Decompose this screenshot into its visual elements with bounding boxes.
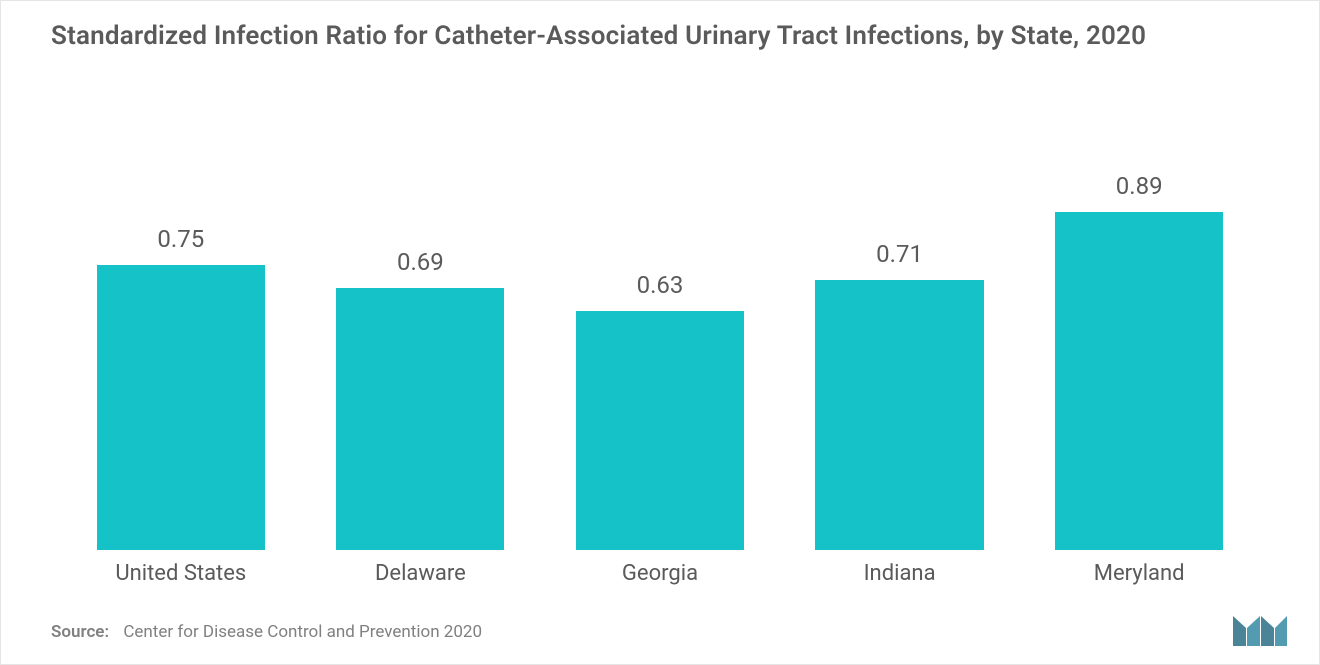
bar [1055,212,1223,550]
bar [576,311,744,550]
bar [815,280,983,550]
bar-group: 0.63 [552,271,768,550]
category-axis: United States Delaware Georgia Indiana M… [51,551,1269,586]
category-label: Georgia [552,561,768,586]
source-label: Source: [51,622,109,642]
bar-value-label: 0.75 [157,225,204,253]
category-label: Indiana [792,561,1008,586]
bar [97,265,265,550]
bar-group: 0.71 [792,240,1008,550]
bar-group: 0.75 [73,225,289,550]
bar-group: 0.89 [1031,172,1247,550]
source-text: Center for Disease Control and Preventio… [123,622,482,642]
bar [336,288,504,550]
bar-value-label: 0.69 [397,248,444,276]
category-label: Delaware [313,561,529,586]
category-label: Meryland [1031,561,1247,586]
bar-group: 0.69 [313,248,529,550]
source-attribution: Source: Center for Disease Control and P… [51,622,482,642]
chart-title: Standardized Infection Ratio for Cathete… [51,21,1269,51]
bar-value-label: 0.89 [1116,172,1163,200]
chart-plot-area: 0.75 0.69 0.63 0.71 0.89 [51,111,1269,551]
category-label: United States [73,561,289,586]
brand-logo-icon [1233,608,1287,646]
bar-value-label: 0.63 [637,271,684,299]
bar-value-label: 0.71 [876,240,923,268]
